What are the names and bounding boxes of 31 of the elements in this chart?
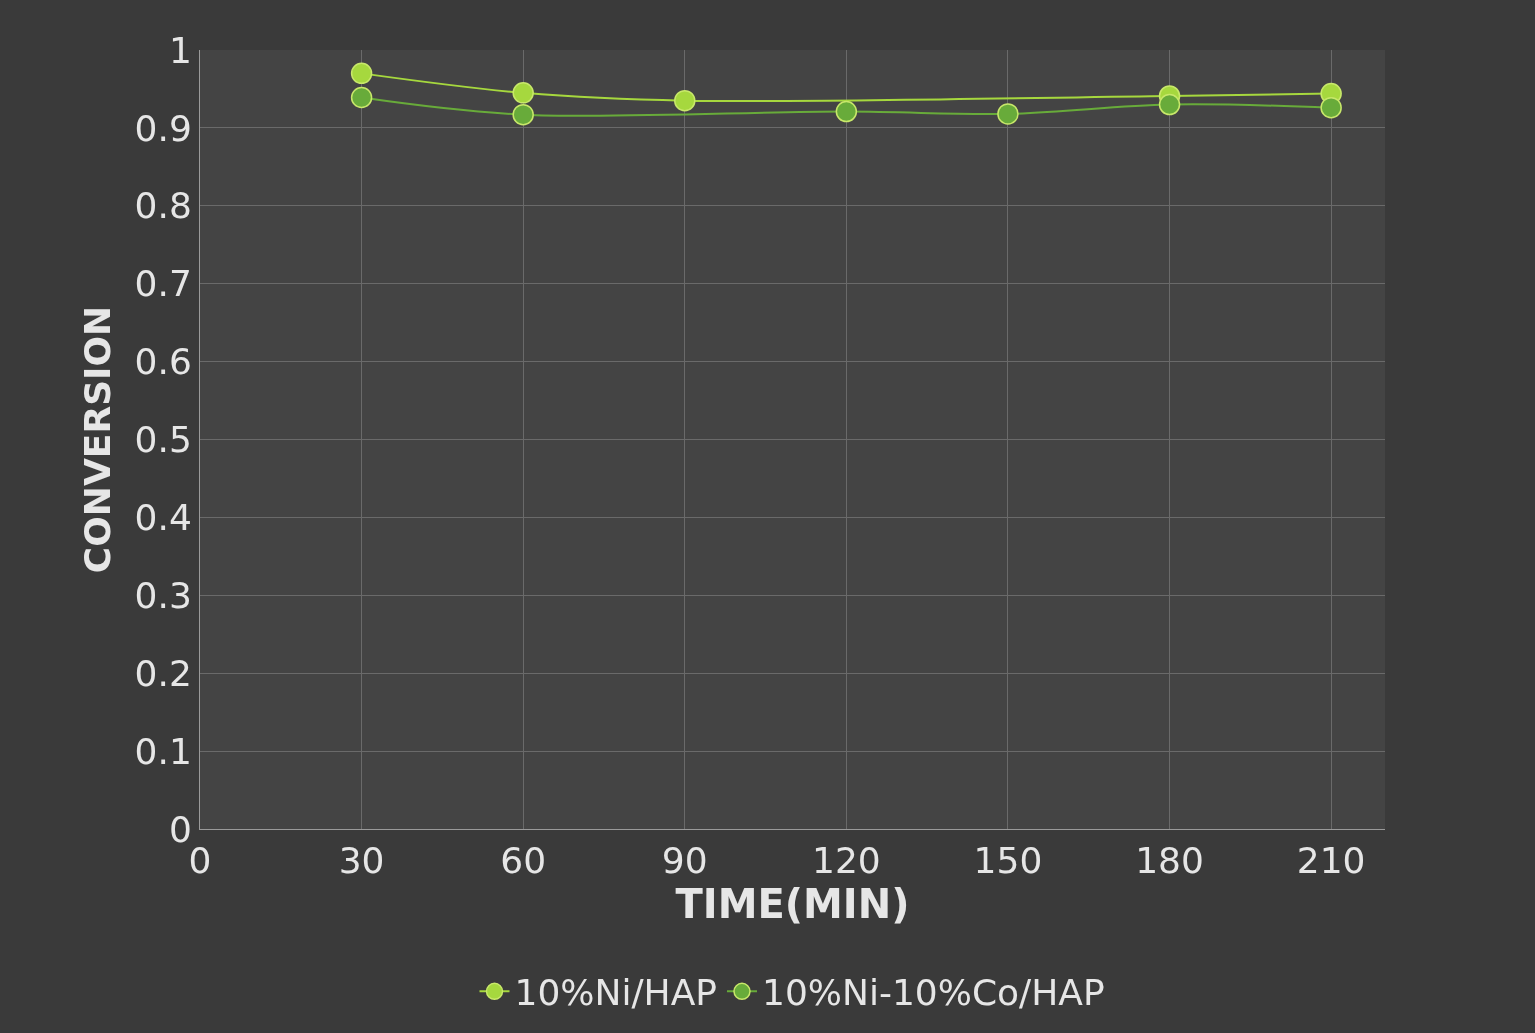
- point: [997, 103, 1019, 125]
- point: [350, 86, 373, 109]
- y-tick-label: 0.4: [134, 497, 192, 538]
- point: [512, 82, 534, 104]
- x-tick-label: 90: [661, 840, 708, 882]
- y-tick-label: 0.7: [134, 263, 192, 305]
- y-tick-label: 0.1: [134, 730, 192, 772]
- y-tick-label: 0.8: [134, 185, 192, 227]
- legend-label: 10%Ni/HAP: [514, 972, 717, 1014]
- point: [1320, 96, 1342, 119]
- x-tick-label: 180: [1135, 840, 1204, 882]
- y-tick-label: 0.6: [134, 341, 192, 383]
- y-tick-label: 0.2: [134, 652, 192, 694]
- y-tick-label: 0: [168, 808, 192, 850]
- point: [512, 103, 534, 126]
- x-tick-label: 60: [500, 840, 547, 882]
- y-tick-label: 1: [168, 29, 192, 71]
- x-tick-label: 150: [973, 840, 1043, 882]
- x-tick-label: 30: [338, 840, 385, 882]
- x-axis-title: TIME(MIN): [675, 881, 910, 928]
- y-tick-label: 0.5: [134, 419, 192, 461]
- y-axis-title: CONVERSION: [77, 305, 119, 574]
- point: [1158, 93, 1181, 116]
- point: [674, 89, 696, 112]
- y-tick-label: 0.3: [134, 574, 192, 616]
- point: [835, 100, 858, 123]
- point: [350, 62, 373, 85]
- legend-label: 10%Ni-10%Co/HAP: [761, 972, 1105, 1014]
- y-tick-label: 0.9: [134, 107, 192, 149]
- x-tick-label: 120: [812, 840, 881, 882]
- x-tick-label: 210: [1296, 840, 1366, 882]
